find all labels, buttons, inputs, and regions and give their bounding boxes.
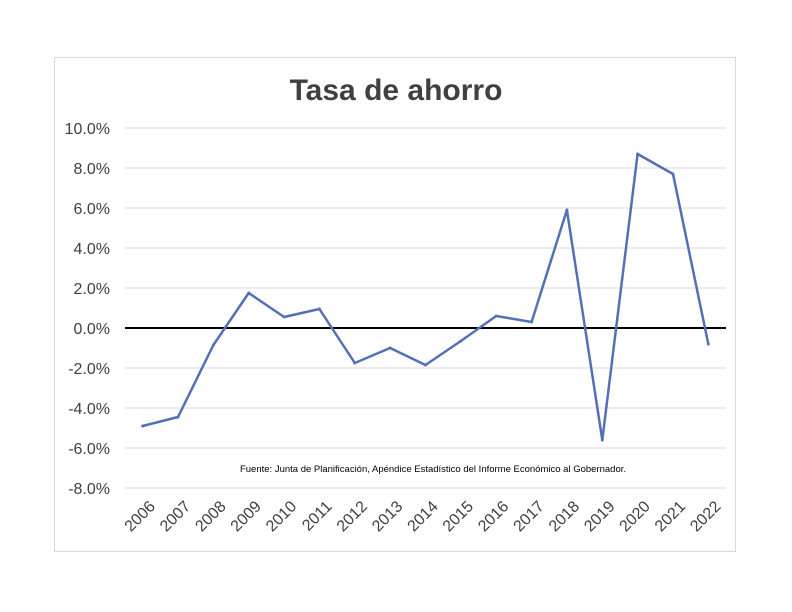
data-point <box>353 361 357 365</box>
line-chart: Tasa de ahorro 10.0% 8.0% 6.0% 4.0% 2.0% 0.0%… <box>65 74 726 535</box>
x-tick-label: 2014 <box>404 498 441 535</box>
y-tick-label: 0.0% <box>74 321 110 338</box>
y-tick-label: -2.0% <box>68 361 110 378</box>
x-tick-label: 2022 <box>687 498 724 535</box>
y-axis-tick-labels: 10.0% 8.0% 6.0% 4.0% 2.0% 0.0% -2.0% -4.0% -6.0%… <box>65 121 110 498</box>
y-tick-label: 6.0% <box>74 201 110 218</box>
data-point <box>211 343 215 347</box>
data-point <box>636 152 640 156</box>
data-point <box>565 208 569 212</box>
data-point <box>141 424 145 428</box>
y-tick-label: 10.0% <box>65 121 110 138</box>
data-point <box>176 415 180 419</box>
x-tick-label: 2018 <box>546 498 583 535</box>
data-point <box>530 320 534 324</box>
y-tick-label: 4.0% <box>74 241 110 258</box>
chart-frame: Tasa de ahorro 10.0% 8.0% 6.0% 4.0% 2.0% 0.0%… <box>54 57 736 552</box>
grid-layer <box>125 127 726 489</box>
data-point <box>494 314 498 318</box>
data-point <box>706 342 710 346</box>
y-tick-label: -6.0% <box>68 441 110 458</box>
y-tick-label: 2.0% <box>74 281 110 298</box>
data-point <box>424 363 427 367</box>
x-tick-label: 2015 <box>440 498 477 535</box>
data-point <box>388 346 392 350</box>
x-tick-label: 2006 <box>122 498 159 535</box>
data-point <box>282 315 286 319</box>
y-tick-label: -8.0% <box>68 481 110 498</box>
x-tick-label: 2016 <box>475 498 512 535</box>
source-annotation: Fuente: Junta de Planificación, Apéndice… <box>240 464 626 475</box>
x-tick-label: 2019 <box>581 498 618 535</box>
series-line <box>141 152 710 442</box>
y-tick-label: -4.0% <box>68 401 110 418</box>
x-tick-label: 2013 <box>369 498 406 535</box>
data-point <box>459 339 463 343</box>
x-tick-label: 2020 <box>617 498 654 535</box>
x-tick-label: 2021 <box>652 498 689 535</box>
x-tick-label: 2009 <box>228 498 265 535</box>
y-tick-label: 8.0% <box>74 161 110 178</box>
x-tick-label: 2012 <box>334 498 371 535</box>
data-point <box>247 291 251 295</box>
x-tick-label: 2017 <box>511 498 548 535</box>
series-layer <box>141 152 710 442</box>
x-tick-label: 2010 <box>263 498 300 535</box>
data-point <box>317 307 321 311</box>
data-point <box>600 438 604 442</box>
x-tick-label: 2008 <box>192 498 229 535</box>
data-point <box>671 172 675 176</box>
x-tick-label: 2011 <box>299 498 335 534</box>
chart-title: Tasa de ahorro <box>290 74 503 107</box>
x-tick-label: 2007 <box>157 498 194 535</box>
